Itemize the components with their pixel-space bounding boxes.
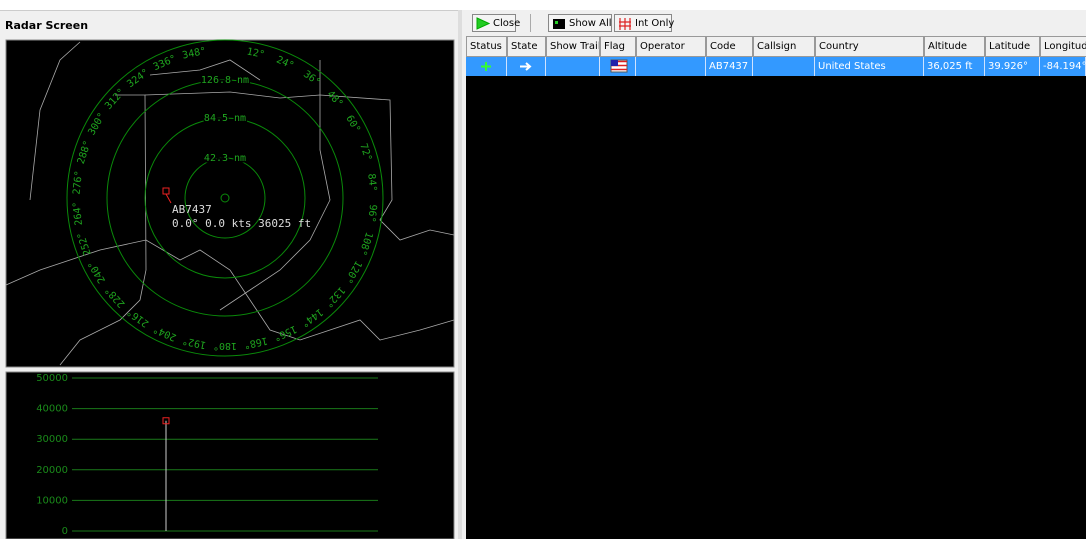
target-heading	[165, 193, 172, 204]
filter-icon	[619, 18, 631, 30]
splitter	[458, 10, 462, 539]
row-cell	[636, 57, 706, 76]
row-cell	[815, 57, 924, 76]
border	[59, 94, 147, 366]
y-tick-label: 10000	[36, 495, 68, 506]
center-mark	[220, 193, 230, 203]
cell-text: -84.194°	[1043, 61, 1086, 72]
row-cell	[753, 57, 815, 76]
y-tick-label: 20000	[36, 465, 68, 476]
close-button[interactable]: Close	[472, 14, 520, 32]
row-cell	[706, 57, 753, 76]
y-tick-label: 0	[62, 526, 68, 537]
bearing-label: 96°	[365, 204, 378, 223]
list-body	[466, 36, 1086, 539]
column-header[interactable]: Callsign	[753, 36, 815, 57]
border	[319, 94, 455, 241]
column-header[interactable]: Country	[815, 36, 924, 57]
bearing-label: 180°	[213, 340, 237, 351]
range-ring	[184, 157, 266, 239]
lake-shore	[149, 59, 261, 81]
column-header[interactable]: Flag	[600, 36, 636, 57]
bearing-label: 192°	[181, 334, 207, 350]
bearing-label: 12°	[246, 46, 266, 61]
column-header[interactable]: Code	[706, 36, 753, 57]
icon-shape	[553, 19, 565, 29]
range-label: 126.8 nm	[201, 75, 249, 86]
row-cell	[546, 57, 600, 76]
column-header[interactable]: Show Trail	[546, 36, 600, 57]
show-all-button[interactable]: Show All	[548, 14, 612, 32]
border	[144, 91, 321, 99]
y-tick-label: 30000	[36, 434, 68, 445]
button-label: Show All	[569, 18, 612, 29]
bearing-label: 264°	[72, 201, 85, 226]
border	[219, 60, 331, 311]
row-cell	[985, 57, 1040, 76]
cell-text: 36,025 ft	[927, 61, 973, 72]
row-icons	[481, 59, 628, 73]
border	[29, 41, 81, 201]
range-ring	[66, 39, 384, 357]
state-arrow	[520, 62, 532, 71]
button-label: Int Only	[635, 18, 675, 29]
target-info: 0.0° 0.0 kts 36025 ft	[172, 217, 311, 230]
row-cell	[924, 57, 985, 76]
cell-text: United States	[818, 61, 886, 72]
int-only-button[interactable]: Int Only	[614, 14, 675, 32]
map-borders	[5, 41, 455, 366]
flag-canton	[611, 60, 618, 66]
column-header[interactable]: State	[507, 36, 546, 57]
bearing-label: 72°	[357, 142, 373, 163]
separator	[530, 14, 531, 32]
altitude-marker	[162, 417, 170, 425]
border	[5, 239, 455, 341]
status-icon	[481, 62, 491, 71]
bearing-label: 276°	[72, 170, 85, 195]
bearing-label: 168°	[243, 334, 269, 350]
column-header[interactable]: Latitude	[985, 36, 1040, 57]
y-tick-label: 50000	[36, 373, 68, 384]
icon-shape	[619, 18, 631, 30]
icon-shape	[555, 21, 558, 24]
grid-icon	[553, 19, 565, 29]
bearing-label: 84°	[365, 173, 378, 192]
icon-shape	[476, 17, 490, 30]
button-label: Close	[493, 18, 521, 29]
play-icon	[476, 17, 490, 30]
y-tick-label: 40000	[36, 404, 68, 415]
range-label: 84.5 nm	[204, 113, 246, 124]
column-header[interactable]: Longitude	[1040, 36, 1086, 57]
cell-text: AB7437	[709, 61, 749, 72]
bearing-label: 348°	[181, 46, 207, 62]
altitude-view	[5, 371, 455, 539]
range-ring	[144, 117, 306, 279]
radar-view	[5, 39, 455, 368]
range-ring	[106, 79, 344, 317]
target-code: AB7437	[172, 203, 212, 216]
column-header[interactable]: Operator	[636, 36, 706, 57]
cell-text: 39.926°	[988, 61, 1028, 72]
range-label: 42.3 nm	[204, 153, 246, 164]
column-header[interactable]: Altitude	[924, 36, 985, 57]
panel-title: Radar Screen	[5, 19, 89, 32]
column-header[interactable]: Status	[466, 36, 507, 57]
